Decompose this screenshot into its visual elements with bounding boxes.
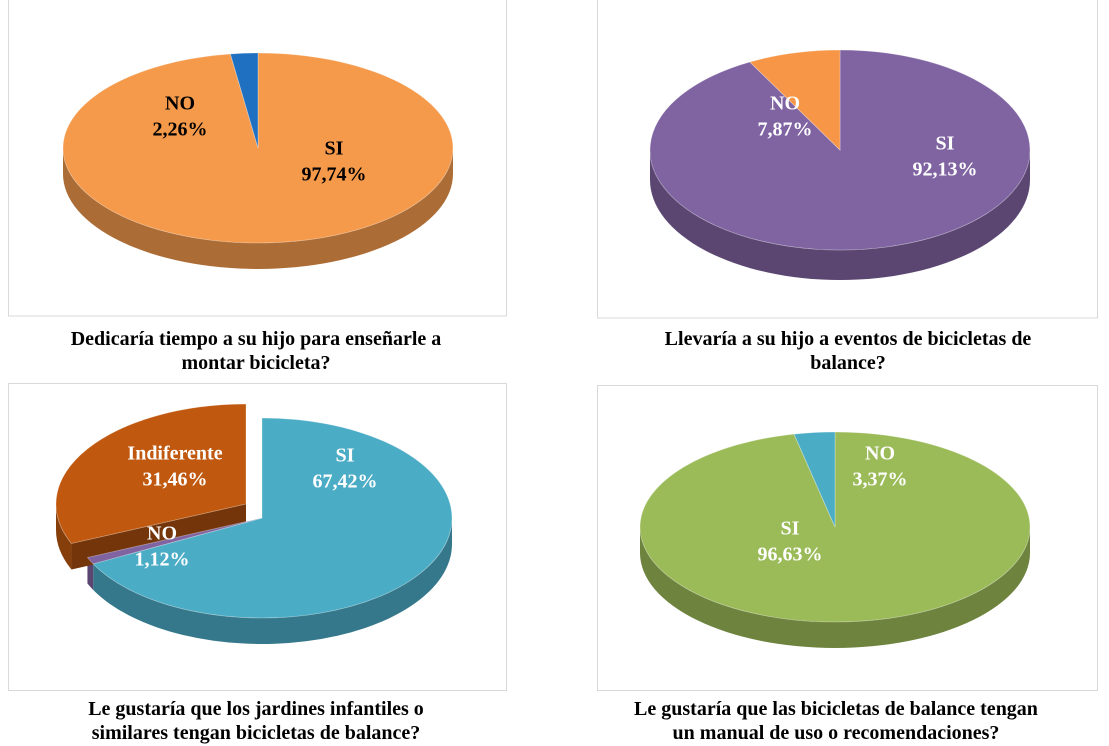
pie-slice — [649, 49, 1031, 251]
pie-slice — [55, 403, 247, 544]
pie-slice — [229, 52, 259, 149]
slice-value-label: 97,74% — [302, 164, 367, 186]
pie-slice — [639, 431, 1031, 623]
pie-side — [87, 557, 94, 590]
slice-value-label: 1,12% — [135, 549, 190, 571]
chart-frame — [8, 0, 507, 317]
slice-label: NO — [865, 443, 895, 465]
slice-value-label: 96,63% — [758, 544, 823, 566]
slice-label: NO — [147, 523, 177, 545]
pie-slice — [92, 417, 453, 619]
chart-frame — [597, 385, 1098, 691]
slice-value-label: 2,26% — [153, 119, 208, 141]
pie-slice — [62, 52, 454, 244]
slice-value-label: 3,37% — [853, 469, 908, 491]
slice-value-label: 7,87% — [758, 119, 813, 141]
slice-value-label: 92,13% — [913, 159, 978, 181]
slice-value-label: 67,42% — [313, 471, 378, 493]
slice-value-label: 31,46% — [143, 469, 208, 491]
pie-side — [640, 527, 1030, 648]
slice-label: SI — [325, 138, 344, 160]
pie-slice — [793, 431, 836, 528]
chart-title: Llevaría a su hijo a eventos de biciclet… — [664, 328, 1032, 374]
pie-side — [93, 518, 453, 644]
chart-title: Dedicaría tiempo a su hijo para enseñarl… — [70, 328, 442, 374]
slice-label: NO — [165, 93, 195, 115]
pie-slice — [86, 517, 263, 565]
chart-title: Le gustaría que las bicicletas de balanc… — [634, 698, 1038, 744]
pie-side — [56, 504, 72, 570]
pie-side — [650, 150, 1030, 280]
pie-slice — [749, 49, 841, 151]
slice-label: Indiferente — [127, 443, 222, 465]
chart-frame — [8, 383, 507, 691]
slice-label: SI — [336, 445, 355, 467]
chart-frame — [597, 0, 1098, 319]
slice-label: SI — [936, 133, 955, 155]
chart-title: Le gustaría que los jardines infantiles … — [88, 698, 424, 744]
slice-label: NO — [770, 93, 800, 115]
slice-label: SI — [781, 518, 800, 540]
pie-side — [63, 148, 453, 269]
